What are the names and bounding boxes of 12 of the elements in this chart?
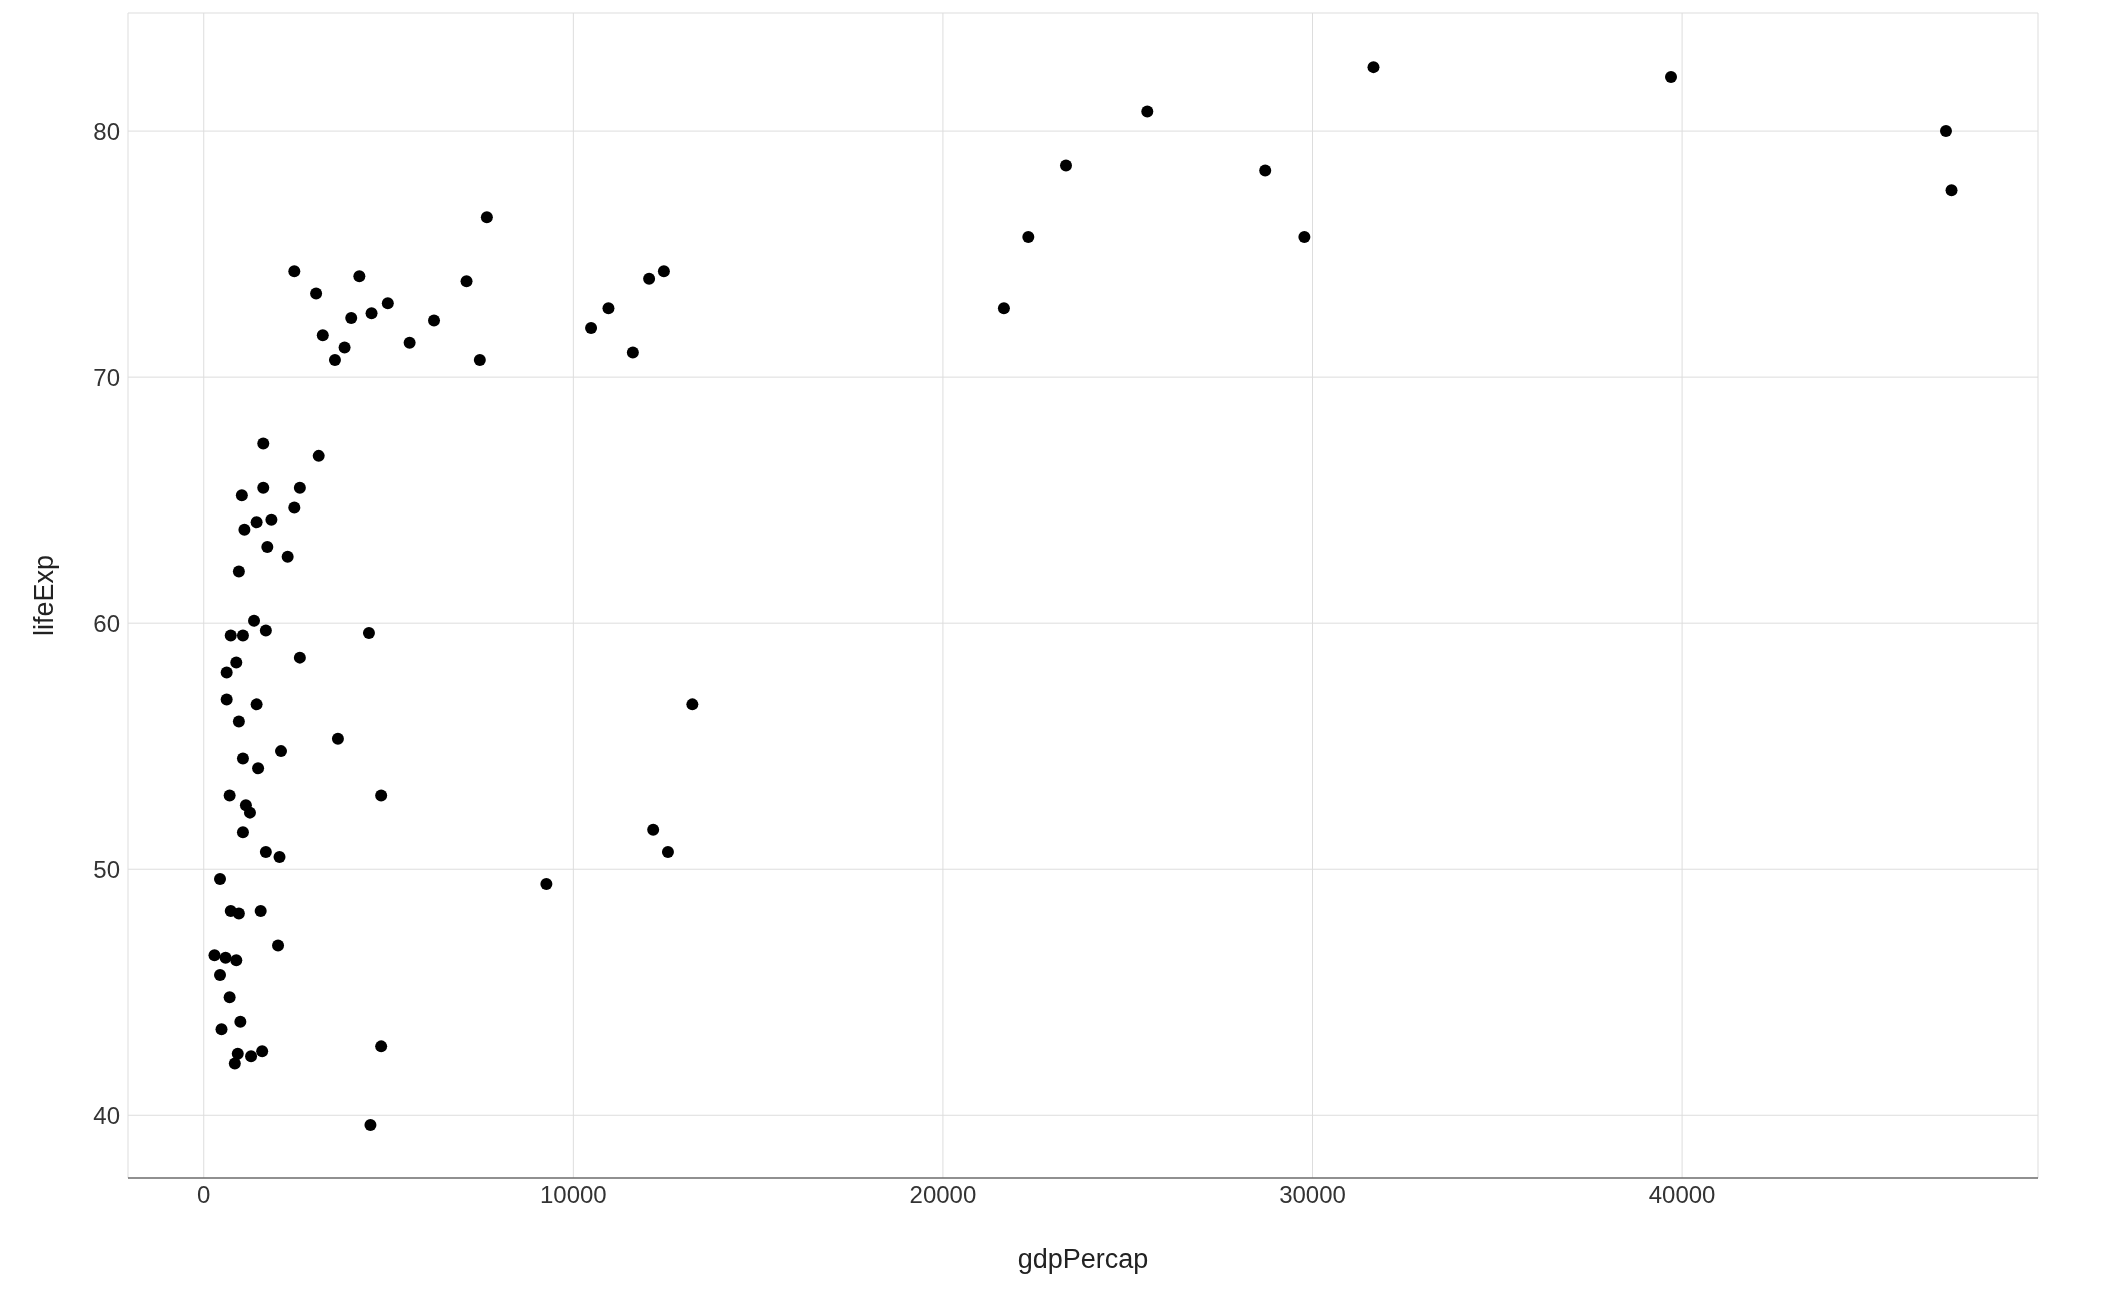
y-tick-label: 80 [93, 117, 120, 145]
x-tick-label: 30000 [1279, 1181, 1346, 1209]
x-tick-label: 40000 [1648, 1181, 1716, 1209]
y-axis-title: lifeExp [28, 554, 59, 637]
y-tick-label: 50 [93, 855, 120, 883]
y-tick-label: 40 [93, 1101, 120, 1129]
y-tick-label: 60 [93, 609, 120, 637]
x-tick-label: 20000 [909, 1181, 977, 1209]
x-tick-label: 0 [197, 1181, 211, 1209]
x-tick-label: 10000 [539, 1181, 607, 1209]
y-tick-label: 70 [93, 363, 120, 391]
x-axis-title: gdpPercap [1017, 1244, 1149, 1274]
